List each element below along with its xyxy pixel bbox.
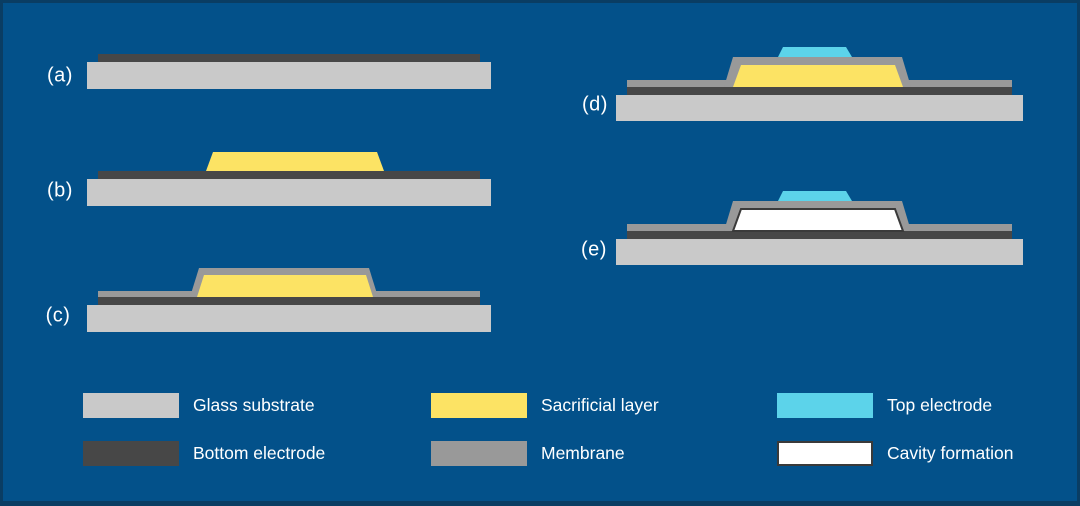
legend-label: Bottom electrode [193, 443, 326, 463]
bottom-electrode-layer-step-a [98, 54, 480, 62]
cavity-formation-swatch [777, 441, 873, 466]
legend-item-bottom-electrode: Bottom electrode [83, 441, 325, 466]
legend-item-glass-substrate: Glass substrate [83, 393, 315, 418]
glass-substrate-layer-step-d [616, 95, 1023, 121]
glass-substrate-layer-step-e [616, 239, 1023, 265]
top-electrode-swatch [777, 393, 873, 418]
bottom-electrode-layer-step-d [627, 87, 1012, 95]
cavity-step-e [731, 208, 905, 232]
sacrificial-layer-step-c [197, 275, 373, 297]
glass-substrate-layer-step-a [87, 62, 491, 89]
step-label-c: (c) [45, 304, 71, 327]
legend-label: Sacrificial layer [541, 395, 659, 415]
legend-item-cavity-formation: Cavity formation [777, 441, 1013, 466]
step-label-e: (e) [581, 238, 607, 261]
legend-label: Cavity formation [887, 443, 1014, 463]
sacrificial-layer-swatch [431, 393, 527, 418]
legend-item-top-electrode: Top electrode [777, 393, 992, 418]
membrane-swatch [431, 441, 527, 466]
top-electrode-layer-step-d [778, 47, 852, 57]
legend-label: Top electrode [887, 395, 993, 415]
legend-item-membrane: Membrane [431, 441, 625, 466]
bottom-electrode-layer-step-b [98, 171, 480, 179]
top-electrode-layer-step-e [778, 191, 852, 201]
legend-label: Membrane [541, 443, 625, 463]
bottom-electrode-layer-step-e [627, 231, 1012, 239]
step-label-b: (b) [47, 179, 73, 202]
step-label-a: (a) [47, 64, 73, 87]
legend-item-sacrificial-layer: Sacrificial layer [431, 393, 659, 418]
legend-label: Glass substrate [193, 395, 315, 415]
glass-substrate-swatch [83, 393, 179, 418]
sacrificial-layer-step-d [733, 65, 903, 87]
glass-substrate-layer-step-c [87, 305, 491, 332]
bottom-electrode-swatch [83, 441, 179, 466]
sacrificial-layer-step-b [206, 152, 384, 171]
bottom-electrode-layer-step-c [98, 297, 480, 305]
step-label-d: (d) [582, 93, 608, 116]
glass-substrate-layer-step-b [87, 179, 491, 206]
